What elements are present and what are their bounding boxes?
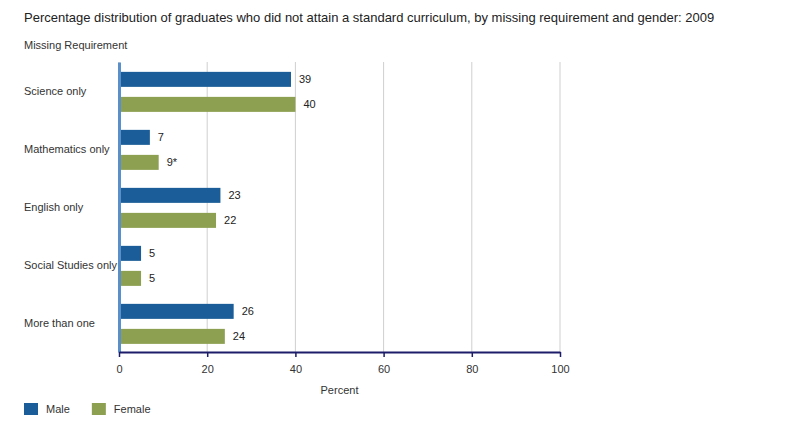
legend: Male Female — [24, 403, 151, 415]
x-tick: 40 — [290, 352, 302, 375]
x-tick-label: 20 — [202, 363, 214, 375]
y-tick-label: English only — [24, 201, 84, 213]
x-axis-title: Percent — [321, 384, 359, 396]
x-tick: 60 — [378, 352, 390, 375]
y-axis-line — [118, 63, 121, 353]
y-tick: Mathematics only — [24, 143, 119, 155]
x-axis-line — [120, 352, 561, 354]
legend-swatch — [92, 403, 106, 415]
y-tick-label: Social Studies only — [24, 259, 117, 271]
data-label: 40 — [303, 98, 315, 110]
y-tick-label: More than one — [24, 317, 95, 329]
y-tick-label: Science only — [24, 85, 87, 97]
data-label: 23 — [228, 189, 240, 201]
x-tick: 80 — [466, 352, 478, 375]
x-tick-label: 100 — [551, 363, 569, 375]
data-label: 5 — [149, 247, 155, 259]
y-axis-title: Missing Requirement — [24, 39, 127, 51]
bars — [119, 72, 295, 344]
plot: 39 7 23 5 26 40 9* 22 5 24 Science only Mathematics… — [24, 62, 570, 375]
data-label: 9* — [167, 156, 178, 168]
data-label: 7 — [158, 131, 164, 143]
x-tick-mark — [295, 352, 297, 357]
x-tick: 0 — [116, 352, 122, 375]
grid-line — [471, 62, 472, 352]
x-tick: 100 — [551, 352, 569, 375]
grid — [119, 62, 560, 352]
x-tick: 20 — [202, 352, 214, 375]
bar — [119, 130, 150, 145]
data-label: 22 — [224, 214, 236, 226]
data-labels: 39 7 23 5 26 40 9* 22 5 24 — [149, 73, 316, 342]
bar — [119, 97, 295, 112]
x-tick-mark — [472, 352, 474, 357]
bar — [119, 329, 225, 344]
y-axis: Science only Mathematics only English only… — [24, 63, 120, 353]
grid-line — [383, 62, 384, 352]
x-tick-label: 60 — [378, 363, 390, 375]
x-tick-label: 80 — [466, 363, 478, 375]
legend-label: Male — [46, 403, 70, 415]
y-tick: Social Studies only — [24, 259, 119, 271]
bar — [119, 72, 291, 87]
legend-label: Female — [114, 403, 151, 415]
data-label: 5 — [149, 272, 155, 284]
x-tick-label: 0 — [116, 363, 122, 375]
bar — [119, 304, 234, 319]
x-axis: 0 20 40 60 80 100 — [116, 352, 569, 375]
grid-line — [119, 62, 120, 352]
x-tick-label: 40 — [290, 363, 302, 375]
data-label: 26 — [242, 305, 254, 317]
bar — [119, 155, 159, 170]
bar — [119, 246, 141, 261]
data-label: 24 — [233, 330, 245, 342]
grid-line — [560, 62, 561, 352]
y-tick: Science only — [24, 85, 119, 97]
title: Percentage distribution of graduates who… — [24, 10, 714, 25]
x-tick-mark — [383, 352, 385, 357]
legend-swatch — [24, 403, 38, 415]
bar — [119, 188, 220, 203]
y-tick-label: Mathematics only — [24, 143, 110, 155]
x-tick-mark — [119, 352, 121, 357]
data-label: 39 — [299, 73, 311, 85]
y-tick: More than one — [24, 317, 119, 329]
bar — [119, 213, 216, 228]
chart: Percentage distribution of graduates who… — [0, 0, 800, 441]
x-tick-mark — [560, 352, 562, 357]
bar — [119, 271, 141, 286]
y-tick: English only — [24, 201, 119, 213]
x-tick-mark — [207, 352, 209, 357]
